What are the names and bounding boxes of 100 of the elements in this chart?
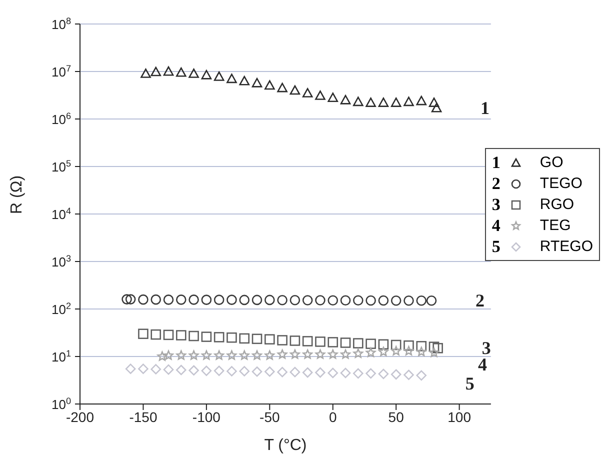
- point: [390, 295, 402, 306]
- point: [340, 338, 351, 348]
- point: [150, 294, 162, 305]
- point: [378, 98, 389, 107]
- point: [264, 294, 275, 306]
- point: [122, 294, 132, 304]
- point: [163, 364, 174, 375]
- point: [315, 295, 326, 306]
- point: [264, 350, 275, 360]
- y-tick-label: 10$^{2}$: [51, 301, 71, 317]
- point: [404, 370, 414, 380]
- point: [315, 336, 326, 347]
- point: [252, 350, 262, 360]
- point: [201, 332, 212, 342]
- point: [290, 294, 300, 306]
- point: [226, 294, 237, 305]
- point: [315, 349, 326, 359]
- point: [138, 294, 148, 305]
- point: [416, 341, 427, 352]
- point: [302, 336, 313, 346]
- x-tick-label: 100: [448, 408, 472, 425]
- point: [328, 368, 338, 378]
- point: [150, 66, 162, 76]
- point: [404, 295, 414, 306]
- point: [366, 368, 376, 379]
- point: [201, 366, 212, 376]
- x-tick-label: -150: [129, 408, 158, 425]
- point: [239, 333, 250, 344]
- point: [302, 88, 313, 98]
- point: [163, 294, 174, 305]
- point: [214, 332, 224, 342]
- point: [353, 368, 364, 379]
- point: [302, 295, 313, 306]
- point: [353, 338, 364, 348]
- point: [340, 368, 351, 378]
- point: [176, 364, 186, 376]
- x-axis-title: T (°C): [264, 437, 307, 454]
- annotation: 1: [480, 98, 490, 118]
- x-tick-label: 0: [328, 408, 337, 425]
- point: [163, 66, 174, 76]
- point: [214, 294, 224, 305]
- point: [340, 349, 350, 359]
- point: [214, 350, 224, 360]
- point: [290, 349, 300, 359]
- point: [378, 339, 389, 350]
- point: [226, 366, 237, 376]
- point: [315, 90, 326, 100]
- y-tick-label: 10$^{4}$: [51, 206, 71, 222]
- point: [226, 74, 237, 84]
- x-tick-label: -50: [260, 408, 280, 425]
- point: [353, 295, 364, 306]
- point: [302, 367, 313, 378]
- point: [202, 350, 212, 360]
- point: [239, 76, 250, 86]
- point: [431, 102, 442, 112]
- point: [416, 96, 427, 106]
- x-tick-label: 50: [388, 408, 404, 425]
- point: [125, 294, 136, 304]
- point: [390, 98, 402, 107]
- legend-label: RTEGO: [540, 238, 593, 255]
- point: [157, 351, 168, 361]
- point: [252, 294, 262, 306]
- point: [252, 334, 262, 344]
- point: [138, 364, 148, 374]
- point: [390, 340, 402, 350]
- point: [163, 330, 174, 340]
- point: [125, 364, 136, 374]
- point: [391, 346, 402, 356]
- point: [188, 330, 199, 342]
- point: [290, 366, 300, 378]
- point: [366, 98, 376, 107]
- point: [201, 70, 212, 80]
- point: [353, 348, 364, 358]
- point: [353, 96, 364, 106]
- point: [404, 346, 414, 356]
- point: [366, 295, 376, 306]
- point: [140, 68, 151, 78]
- y-tick-label: 10$^{6}$: [51, 111, 71, 127]
- legend-label: TEG: [540, 217, 571, 234]
- point: [404, 340, 414, 351]
- point: [277, 366, 288, 378]
- point: [188, 68, 199, 78]
- point: [150, 329, 162, 340]
- point: [378, 346, 388, 356]
- point: [429, 348, 439, 358]
- y-axis-title: R (Ω): [8, 175, 26, 214]
- point: [378, 368, 389, 380]
- point: [404, 96, 414, 106]
- legend-label: GO: [540, 154, 564, 171]
- point: [428, 98, 440, 107]
- y-tick-label: 10$^{5}$: [51, 158, 71, 174]
- point: [164, 350, 174, 360]
- point: [176, 294, 186, 305]
- point: [138, 328, 148, 339]
- point: [328, 337, 338, 348]
- point: [214, 366, 224, 376]
- legend-label: RGO: [540, 196, 574, 213]
- point: [188, 294, 199, 305]
- point: [188, 365, 199, 376]
- point: [428, 342, 440, 352]
